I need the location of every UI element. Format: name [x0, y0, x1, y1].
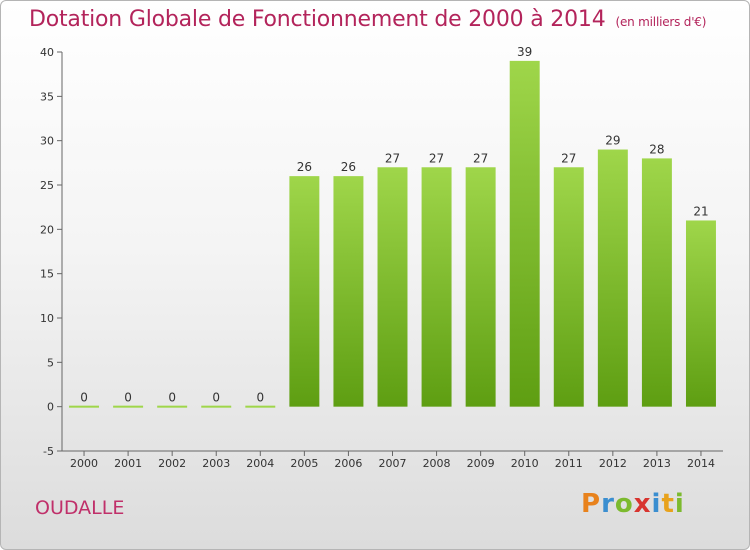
bar	[157, 405, 188, 408]
x-tick-label: 2000	[70, 457, 98, 470]
bar	[289, 176, 320, 407]
commune-name: OUDALLE	[35, 497, 125, 519]
data-label: 26	[297, 160, 312, 174]
y-tick-label: 15	[40, 268, 54, 281]
data-label: 26	[341, 160, 356, 174]
data-label: 0	[256, 391, 264, 405]
data-label: 0	[124, 391, 132, 405]
bar	[69, 405, 100, 408]
title-text: Dotation Globale de Fonctionnement de 20…	[29, 7, 606, 32]
value-labels: 0 0 0 0 0 26 26 27 27 27 39 27 29 28 21	[80, 45, 708, 405]
y-tick-label: 0	[47, 401, 54, 414]
x-tick-label: 2014	[687, 457, 715, 470]
x-tick-label: 2009	[467, 457, 495, 470]
x-tick-label: 2007	[379, 457, 407, 470]
x-tick-label: 2005	[290, 457, 318, 470]
x-tick-label: 2004	[246, 457, 274, 470]
y-tick-label: 30	[40, 135, 54, 148]
logo-letter: i	[674, 489, 685, 519]
data-label: 0	[212, 391, 220, 405]
bar	[509, 60, 540, 407]
bar	[421, 167, 452, 407]
data-label: 28	[649, 142, 664, 156]
logo-letter: t	[661, 489, 675, 519]
proxiti-logo: Proxiti	[581, 489, 685, 519]
y-tick-label: -5	[43, 445, 54, 458]
x-tick-label: 2011	[555, 457, 583, 470]
bar	[377, 167, 408, 407]
data-label: 39	[517, 45, 532, 59]
y-tick-label: 35	[40, 90, 54, 103]
bar	[553, 167, 584, 407]
logo-letter: r	[601, 489, 615, 519]
data-label: 0	[80, 391, 88, 405]
bar	[685, 220, 716, 407]
bar	[245, 405, 276, 408]
data-label: 0	[168, 391, 176, 405]
logo-letter: i	[651, 489, 662, 519]
x-tick-label: 2003	[202, 457, 230, 470]
x-tick-label: 2010	[511, 457, 539, 470]
bar	[597, 149, 628, 407]
axes: -5 0 5 10 15 20 25 30 35 40 2000 2001 2002 2003 2004 20…	[40, 46, 723, 470]
bars	[69, 60, 716, 408]
x-tick-label: 2008	[423, 457, 451, 470]
data-label: 27	[429, 151, 444, 165]
x-tick-label: 2012	[599, 457, 627, 470]
logo-letter: P	[581, 489, 602, 519]
y-tick-label: 20	[40, 223, 54, 236]
y-tick-label: 5	[47, 356, 54, 369]
x-tick-label: 2006	[334, 457, 362, 470]
bar	[201, 405, 232, 408]
logo-letter: o	[614, 489, 634, 519]
data-label: 29	[605, 134, 620, 148]
data-label: 27	[561, 151, 576, 165]
chart-subtitle: (en milliers d'€)	[615, 15, 707, 29]
x-tick-label: 2013	[643, 457, 671, 470]
x-tick-label: 2002	[158, 457, 186, 470]
y-tick-label: 25	[40, 179, 54, 192]
bar	[465, 167, 496, 407]
data-label: 27	[385, 151, 400, 165]
chart-title: Dotation Globale de Fonctionnement de 20…	[29, 7, 706, 32]
y-tick-label: 10	[40, 312, 54, 325]
bar	[333, 176, 364, 407]
x-tick-label: 2001	[114, 457, 142, 470]
data-label: 27	[473, 151, 488, 165]
data-label: 21	[693, 204, 708, 218]
logo-letter: x	[633, 489, 652, 519]
bar	[113, 405, 144, 408]
y-tick-label: 40	[40, 46, 54, 59]
bar	[641, 158, 672, 407]
